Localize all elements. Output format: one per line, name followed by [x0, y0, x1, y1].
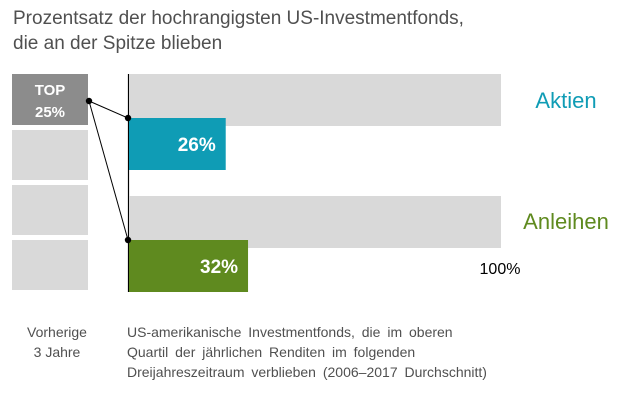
background-bar-aktien — [129, 74, 501, 126]
value-label-aktien: 26% — [178, 135, 216, 156]
value-label-anleihen: 32% — [200, 257, 238, 278]
category-label-aktien: Aktien — [535, 88, 596, 113]
quartile-box-4 — [12, 240, 88, 290]
chart-title: Prozentsatz der hochrangigsten US-Invest… — [13, 6, 613, 56]
footnote-previous-years: Vorherige 3 Jahre — [12, 322, 102, 362]
footnote-right-line-2: Quartil der jährlichen Renditen im folge… — [127, 344, 416, 360]
quartile-stack: TOP 25% — [12, 74, 88, 290]
chart-title-line-1: Prozentsatz der hochrangigsten US-Invest… — [13, 8, 464, 29]
top-label-line-1: TOP — [35, 82, 66, 99]
quartile-box-3 — [12, 185, 88, 235]
footnote-right-line-1: US-amerikanische Investmentfonds, die im… — [127, 324, 453, 340]
connector-line-aktien — [88, 100, 129, 119]
quartile-box-top — [12, 74, 88, 125]
bars-group: 26% Aktien 32% Anleihen — [129, 74, 609, 292]
connector-line-anleihen — [88, 100, 129, 241]
connector-dot-origin — [85, 97, 93, 105]
chart-title-line-2: die an der Spitze blieben — [13, 33, 223, 54]
footnote-description: US-amerikanische Investmentfonds, die im… — [127, 322, 622, 382]
top-label-line-2: 25% — [35, 104, 65, 121]
footnote-left-line-2: 3 Jahre — [33, 344, 81, 360]
quartile-box-2 — [12, 130, 88, 180]
value-bar-anleihen — [129, 240, 249, 292]
footnote-left-line-1: Vorherige — [27, 324, 87, 340]
background-bar-anleihen — [129, 196, 501, 248]
connectors — [85, 97, 132, 244]
category-label-anleihen: Anleihen — [523, 209, 609, 234]
max-label: 100% — [480, 261, 521, 278]
value-bar-aktien — [129, 118, 226, 170]
footnote-right-line-3: Dreijahreszeitraum verblieben (2006–2017… — [127, 364, 487, 380]
connector-dot-aktien — [124, 114, 132, 122]
connector-dot-anleihen — [124, 236, 132, 244]
